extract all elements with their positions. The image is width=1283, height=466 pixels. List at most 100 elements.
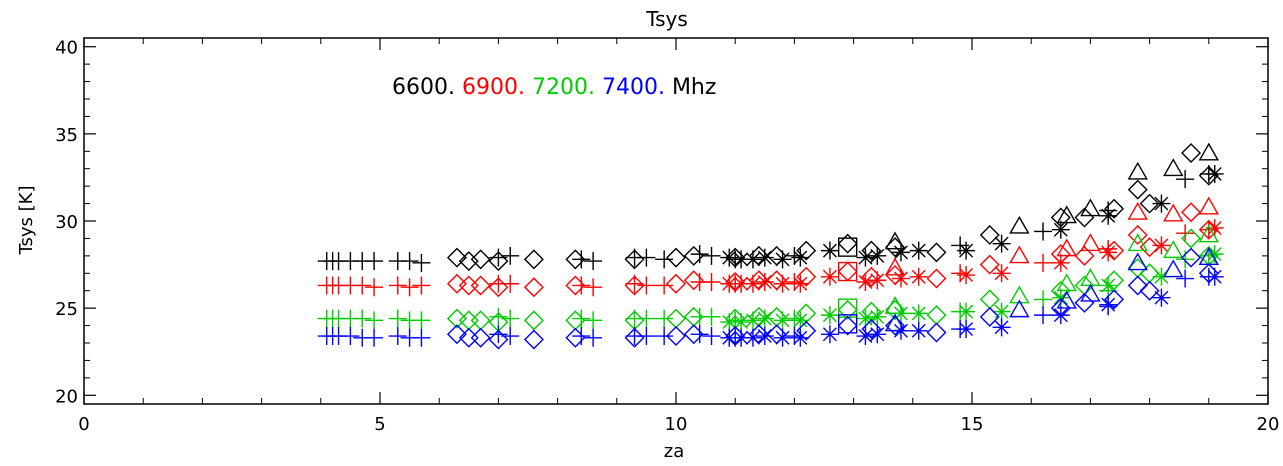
data-point-asterisk bbox=[820, 267, 839, 286]
data-point-asterisk bbox=[891, 321, 910, 340]
data-point-diamond bbox=[796, 320, 817, 341]
data-point-plus bbox=[1034, 222, 1053, 241]
data-point-plus bbox=[400, 252, 419, 271]
data-point-triangle bbox=[1056, 290, 1077, 309]
data-point-plus bbox=[702, 273, 721, 291]
data-point-plus bbox=[655, 250, 674, 269]
data-point-plus bbox=[1034, 290, 1053, 309]
data-point-diamond bbox=[1127, 224, 1148, 245]
data-point-diamond bbox=[1139, 263, 1160, 284]
data-point-plus bbox=[584, 328, 603, 347]
data-point-plus bbox=[489, 325, 508, 344]
legend-entry-4: 7400. bbox=[602, 75, 672, 100]
data-point-plus bbox=[501, 246, 520, 265]
data-point-plus bbox=[655, 309, 674, 328]
data-point-diamond bbox=[624, 275, 645, 296]
data-point-asterisk bbox=[755, 248, 774, 267]
data-point-asterisk bbox=[755, 273, 774, 291]
data-point-diamond bbox=[1181, 143, 1202, 164]
data-point-triangle bbox=[1056, 238, 1077, 257]
data-point-diamond bbox=[624, 249, 645, 270]
data-point-asterisk bbox=[1205, 245, 1224, 264]
data-point-triangle bbox=[1198, 196, 1220, 215]
data-point-diamond bbox=[446, 308, 467, 329]
data-point-asterisk bbox=[720, 328, 739, 347]
data-point-asterisk bbox=[1099, 206, 1118, 225]
data-point-plus bbox=[353, 276, 372, 295]
data-point-asterisk bbox=[755, 309, 774, 328]
data-point-plus bbox=[1034, 253, 1053, 272]
data-point-triangle bbox=[1009, 215, 1030, 234]
data-point-diamond bbox=[488, 277, 509, 298]
data-point-diamond bbox=[837, 315, 858, 336]
data-point-diamond bbox=[523, 329, 544, 350]
data-point-plus bbox=[637, 309, 656, 328]
data-point-diamond bbox=[926, 322, 947, 343]
data-point-asterisk bbox=[773, 250, 792, 269]
data-point-plus bbox=[690, 325, 709, 344]
data-point-asterisk bbox=[1205, 267, 1224, 286]
data-point-asterisk bbox=[1051, 306, 1070, 325]
data-point-diamond bbox=[666, 326, 686, 347]
data-point-triangle bbox=[1127, 201, 1148, 220]
data-point-asterisk bbox=[820, 325, 839, 344]
data-point-diamond bbox=[470, 310, 491, 331]
legend-text: 6600. 6900. 7200. 7400. Mhz bbox=[392, 75, 716, 100]
legend-entry-3: 7200. bbox=[532, 75, 602, 100]
data-point-plus bbox=[365, 252, 384, 271]
data-point-diamond bbox=[1139, 193, 1160, 214]
data-point-diamond bbox=[1127, 275, 1148, 296]
data-point-asterisk bbox=[720, 313, 739, 332]
data-point-diamond bbox=[1127, 179, 1148, 200]
data-point-plus bbox=[637, 327, 656, 346]
data-point-plus bbox=[702, 246, 721, 265]
data-point-plus bbox=[412, 328, 431, 347]
data-point-diamond bbox=[523, 310, 544, 331]
data-point-asterisk bbox=[773, 328, 792, 347]
y-tick-label: 35 bbox=[55, 125, 78, 146]
data-point-triangle bbox=[1163, 240, 1184, 259]
data-point-square bbox=[837, 237, 858, 257]
data-point-diamond bbox=[683, 270, 704, 291]
data-point-asterisk bbox=[1099, 276, 1118, 295]
data-point-diamond bbox=[979, 224, 1000, 245]
data-point-asterisk bbox=[992, 318, 1011, 337]
data-point-diamond bbox=[1181, 228, 1202, 249]
data-point-triangle bbox=[1080, 283, 1101, 302]
y-tick-label: 25 bbox=[55, 299, 78, 320]
data-point-plus bbox=[412, 311, 431, 330]
data-point-plus bbox=[584, 278, 603, 297]
data-point-diamond bbox=[565, 275, 586, 296]
legend-unit: Mhz bbox=[672, 75, 716, 100]
data-point-asterisk bbox=[743, 328, 762, 347]
data-point-diamond bbox=[458, 251, 479, 272]
data-point-plus bbox=[412, 276, 431, 295]
data-point-triangle bbox=[1198, 142, 1220, 161]
data-point-triangle bbox=[1009, 245, 1030, 264]
data-point-asterisk bbox=[773, 311, 792, 330]
data-point-plus bbox=[655, 276, 674, 295]
data-point-diamond bbox=[926, 305, 947, 326]
x-tick-label: 0 bbox=[78, 414, 89, 435]
legend-entry-1: 6600. bbox=[392, 75, 462, 100]
data-point-asterisk bbox=[720, 274, 739, 293]
data-point-plus bbox=[637, 276, 656, 295]
data-point-diamond bbox=[446, 247, 467, 268]
data-point-triangle bbox=[1163, 158, 1184, 177]
data-point-triangle bbox=[1163, 203, 1184, 222]
data-point-square bbox=[837, 314, 858, 334]
data-point-asterisk bbox=[743, 274, 762, 293]
data-point-asterisk bbox=[909, 304, 928, 323]
data-point-diamond bbox=[1074, 207, 1095, 228]
data-point-diamond bbox=[446, 324, 467, 345]
data-point-diamond bbox=[565, 327, 586, 348]
data-point-diamond bbox=[1074, 245, 1095, 266]
data-point-triangle bbox=[1198, 247, 1220, 266]
data-point-plus bbox=[388, 327, 407, 346]
data-point-asterisk bbox=[732, 250, 751, 269]
data-point-asterisk bbox=[868, 246, 887, 265]
data-point-square bbox=[837, 261, 858, 282]
data-point-asterisk bbox=[1051, 288, 1070, 307]
data-point-triangle bbox=[1056, 205, 1077, 224]
data-point-asterisk bbox=[909, 321, 928, 340]
